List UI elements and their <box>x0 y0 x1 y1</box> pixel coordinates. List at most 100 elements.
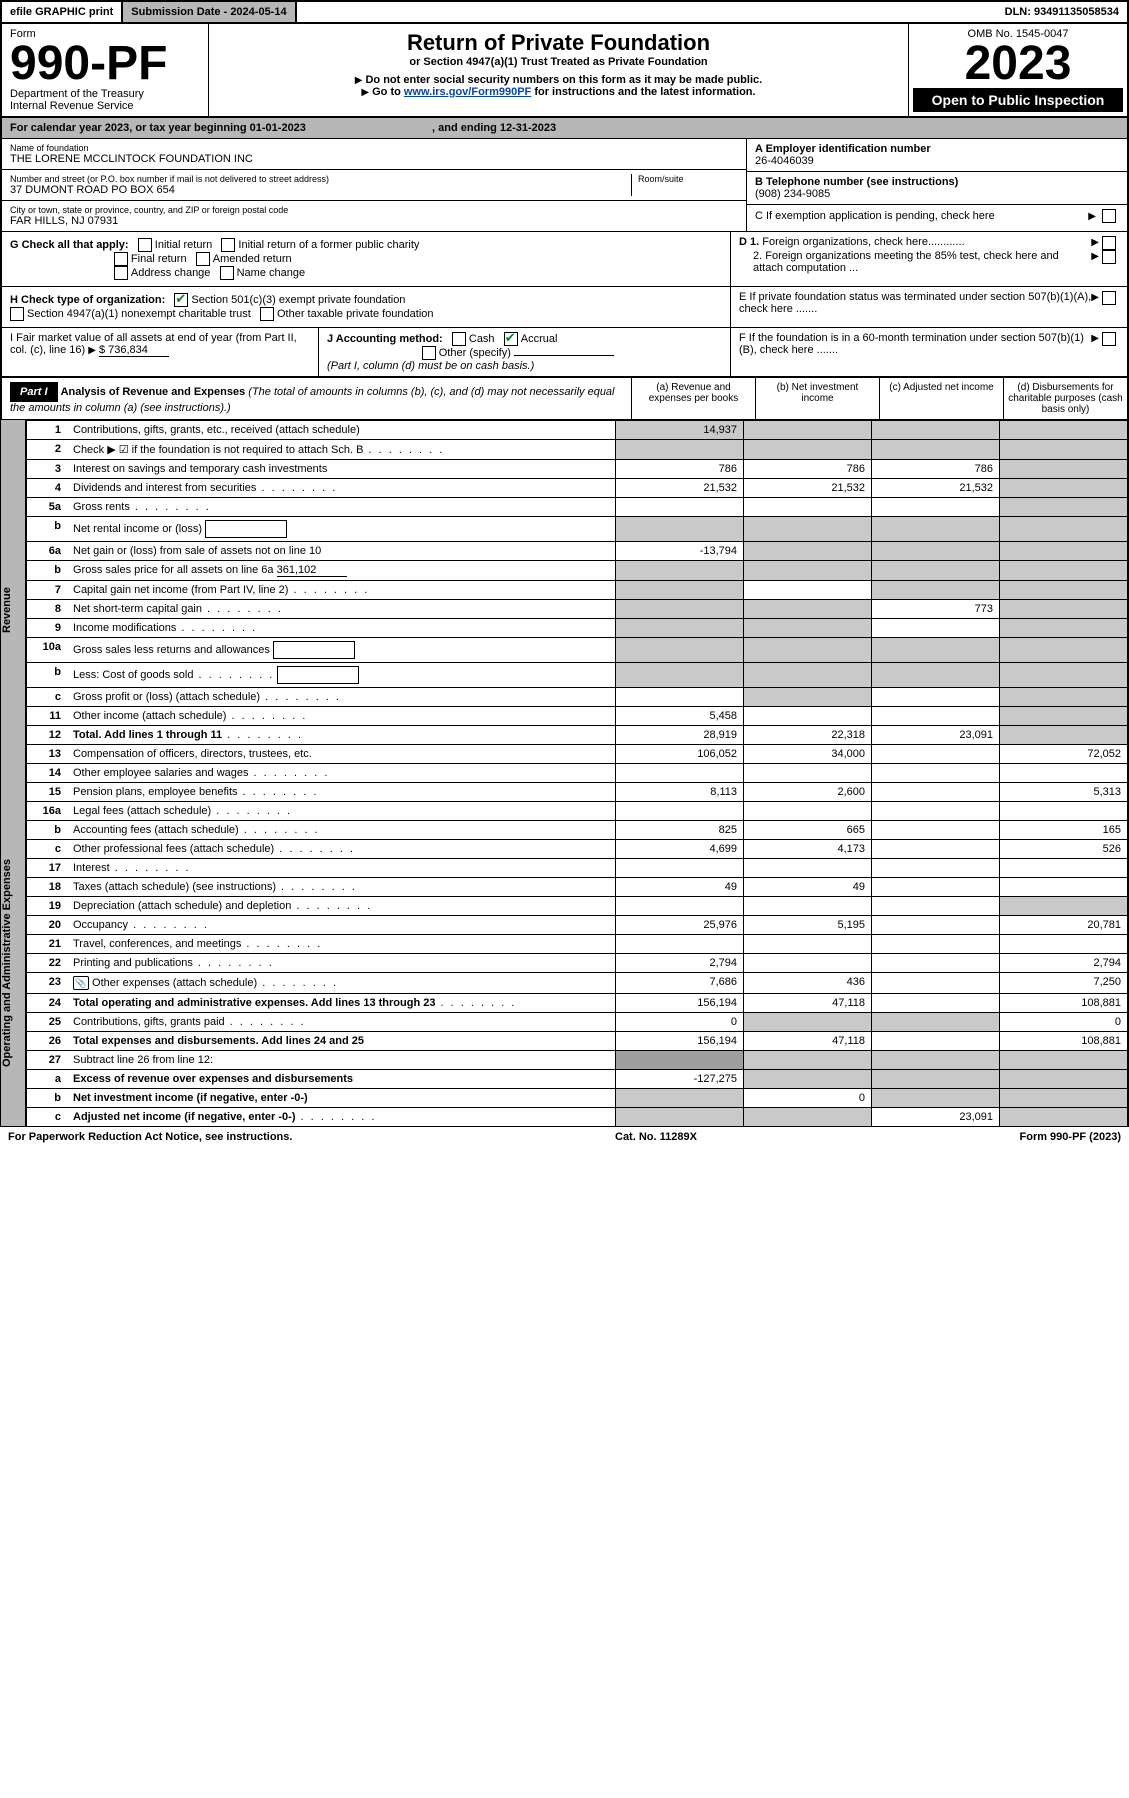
amount-cell <box>872 840 1000 859</box>
footer: For Paperwork Reduction Act Notice, see … <box>0 1126 1129 1147</box>
amount-cell <box>1000 859 1129 878</box>
catno: Cat. No. 11289X <box>615 1131 697 1143</box>
main-table: 1Contributions, gifts, grants, etc., rec… <box>25 420 1129 1126</box>
checkbox-other[interactable] <box>422 346 436 360</box>
checkbox-initial[interactable] <box>138 238 152 252</box>
amount-cell <box>744 859 872 878</box>
line-number: 7 <box>26 581 67 600</box>
amount-cell <box>744 440 872 460</box>
amount-cell <box>872 1070 1000 1089</box>
amount-cell: 106,052 <box>616 745 744 764</box>
amount-cell <box>1000 479 1129 498</box>
amount-cell <box>1000 935 1129 954</box>
checkbox-4947[interactable] <box>10 307 24 321</box>
line-number: a <box>26 1070 67 1089</box>
checkbox-name[interactable] <box>220 266 234 280</box>
amount-cell <box>744 935 872 954</box>
line-number: c <box>26 688 67 707</box>
amount-cell <box>872 783 1000 802</box>
warn2-pre: Go to <box>372 86 404 98</box>
checkbox-address[interactable] <box>114 266 128 280</box>
amount-cell: 156,194 <box>616 1032 744 1051</box>
irs: Internal Revenue Service <box>10 100 200 112</box>
form-ref: Form 990-PF (2023) <box>1020 1131 1121 1143</box>
g3: Final return <box>131 253 187 265</box>
amount-cell <box>1000 1051 1129 1070</box>
line-desc: Net rental income or (loss) <box>67 517 616 542</box>
g4: Amended return <box>213 253 292 265</box>
g-label: G Check all that apply: <box>10 239 129 251</box>
checkbox-accrual[interactable] <box>504 332 518 346</box>
line-number: 15 <box>26 783 67 802</box>
line-number: 19 <box>26 897 67 916</box>
j-other: Other (specify) <box>439 347 511 359</box>
amount-cell <box>872 935 1000 954</box>
amount-cell: 34,000 <box>744 745 872 764</box>
amount-cell: 7,250 <box>1000 973 1129 994</box>
line-number: c <box>26 1108 67 1127</box>
line-desc: Gross profit or (loss) (attach schedule) <box>67 688 616 707</box>
amount-cell: 0 <box>616 1013 744 1032</box>
amount-cell <box>872 498 1000 517</box>
part1-title: Analysis of Revenue and Expenses <box>61 386 246 398</box>
amount-cell: 20,781 <box>1000 916 1129 935</box>
checkbox-amended[interactable] <box>196 252 210 266</box>
title-block: Form 990-PF Department of the Treasury I… <box>0 24 1129 118</box>
amount-cell <box>744 707 872 726</box>
amount-cell <box>616 688 744 707</box>
amount-cell <box>1000 638 1129 663</box>
line-number: 6a <box>26 542 67 561</box>
checkbox-501c3[interactable] <box>174 293 188 307</box>
line-desc: Less: Cost of goods sold <box>67 663 616 688</box>
form-link[interactable]: www.irs.gov/Form990PF <box>404 86 531 98</box>
checkbox-initial-public[interactable] <box>221 238 235 252</box>
form-subtitle: or Section 4947(a)(1) Trust Treated as P… <box>215 56 902 68</box>
col-c: (c) Adjusted net income <box>879 378 1003 419</box>
h2: Section 4947(a)(1) nonexempt charitable … <box>27 308 251 320</box>
line-number: 22 <box>26 954 67 973</box>
checkbox-f[interactable] <box>1102 332 1116 346</box>
checkbox-other-taxable[interactable] <box>260 307 274 321</box>
line-desc: Depreciation (attach schedule) and deple… <box>67 897 616 916</box>
amount-cell <box>616 935 744 954</box>
h-label: H Check type of organization: <box>10 294 165 306</box>
amount-cell <box>872 745 1000 764</box>
form-title: Return of Private Foundation <box>215 30 902 56</box>
open-inspection: Open to Public Inspection <box>913 88 1123 112</box>
amount-cell: 28,919 <box>616 726 744 745</box>
amount-cell <box>1000 440 1129 460</box>
amount-cell <box>616 764 744 783</box>
j-accrual: Accrual <box>521 333 558 345</box>
amount-cell: 2,794 <box>616 954 744 973</box>
line-desc: Dividends and interest from securities <box>67 479 616 498</box>
checkbox-c[interactable] <box>1102 209 1116 223</box>
fmv: $ 736,834 <box>99 344 169 357</box>
amount-cell: 5,195 <box>744 916 872 935</box>
checkbox-final[interactable] <box>114 252 128 266</box>
amount-cell: 14,937 <box>616 421 744 440</box>
line-desc: Total expenses and disbursements. Add li… <box>67 1032 616 1051</box>
amount-cell: 786 <box>872 460 1000 479</box>
cal-end: , and ending 12-31-2023 <box>432 122 556 134</box>
line-desc: Taxes (attach schedule) (see instruction… <box>67 878 616 897</box>
line-desc: Gross sales less returns and allowances <box>67 638 616 663</box>
amount-cell <box>872 561 1000 581</box>
h-e-row: H Check type of organization: Section 50… <box>0 287 1129 328</box>
col-b: (b) Net investment income <box>755 378 879 419</box>
amount-cell <box>744 1108 872 1127</box>
amount-cell <box>872 688 1000 707</box>
checkbox-d1[interactable] <box>1102 236 1116 250</box>
amount-cell <box>1000 1108 1129 1127</box>
amount-cell <box>872 994 1000 1013</box>
checkbox-d2[interactable] <box>1102 250 1116 264</box>
arrow-icon <box>1091 250 1102 274</box>
amount-cell <box>616 1089 744 1108</box>
checkbox-e[interactable] <box>1102 291 1116 305</box>
line-desc: Compensation of officers, directors, tru… <box>67 745 616 764</box>
line-desc: Contributions, gifts, grants paid <box>67 1013 616 1032</box>
phone: (908) 234-9085 <box>755 188 830 200</box>
line-desc: Excess of revenue over expenses and disb… <box>67 1070 616 1089</box>
h3: Other taxable private foundation <box>277 308 434 320</box>
checkbox-cash[interactable] <box>452 332 466 346</box>
amount-cell <box>744 802 872 821</box>
